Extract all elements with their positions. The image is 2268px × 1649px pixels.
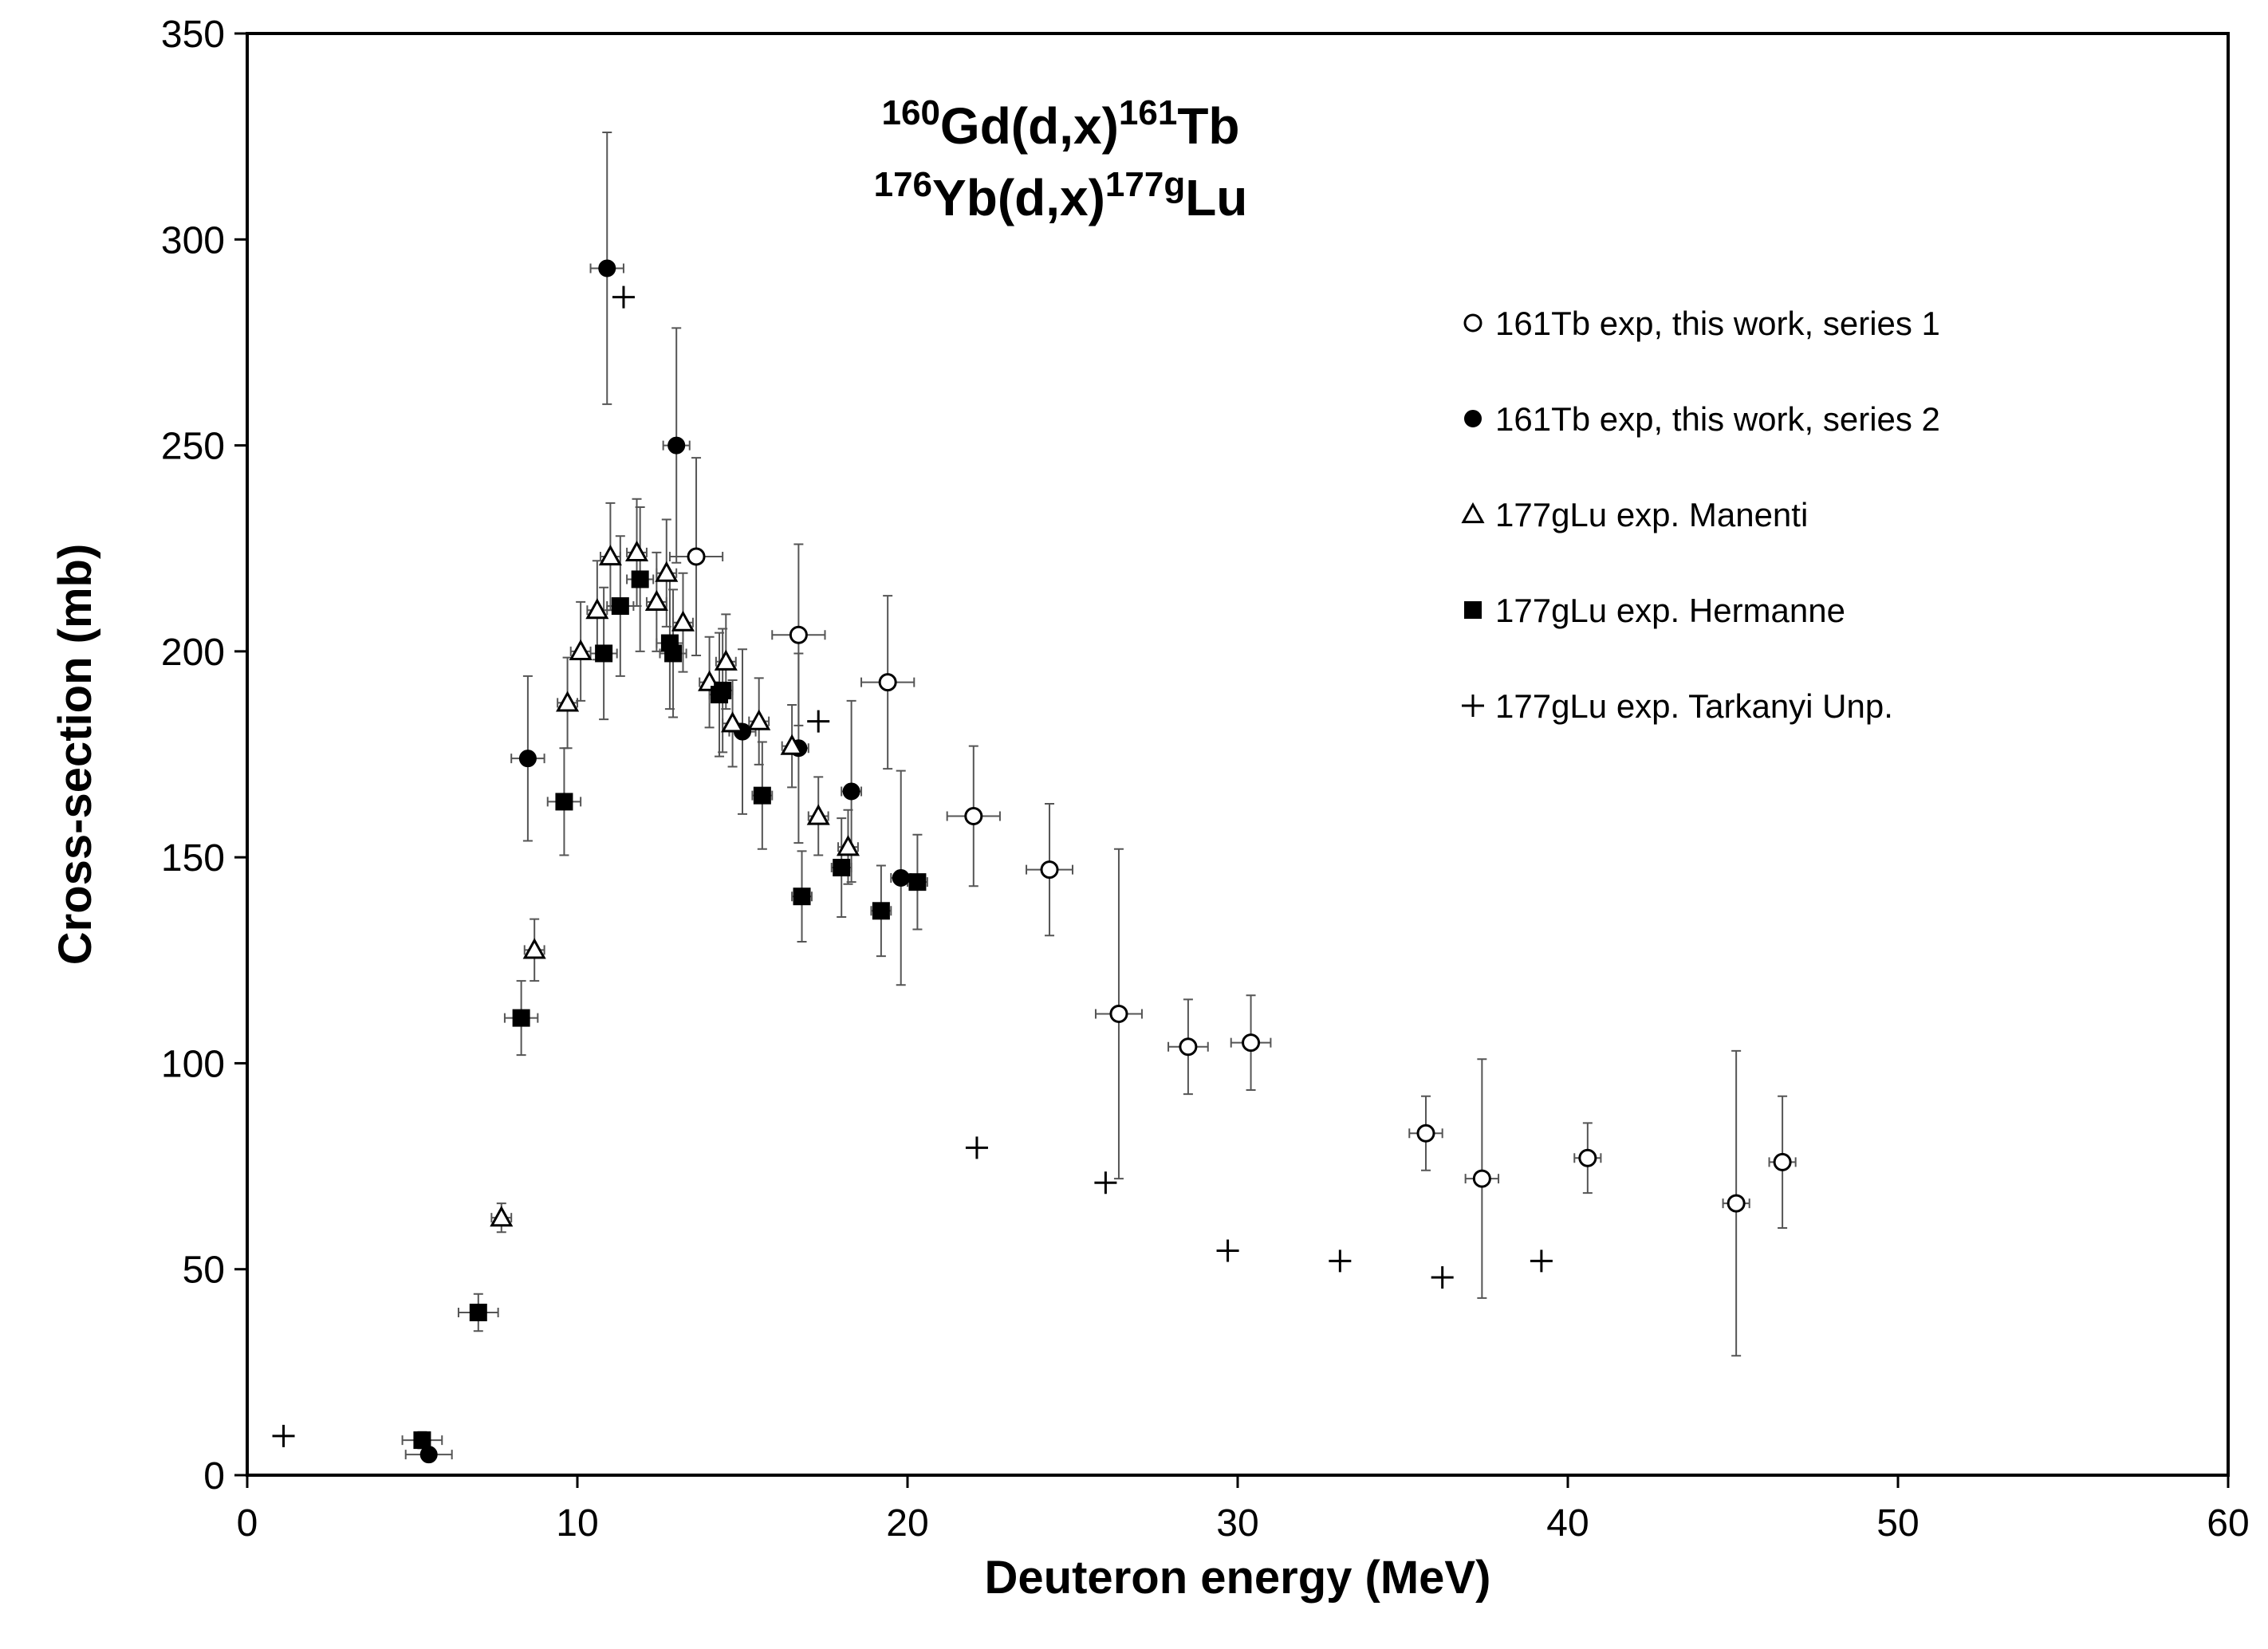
data-point-triangle-open — [644, 589, 668, 611]
data-point-circle-open — [687, 547, 706, 566]
data-point-circle-open — [878, 673, 897, 692]
data-point-circle-open — [1109, 1004, 1128, 1023]
legend-marker-circle-open — [1463, 313, 1482, 333]
data-point-square-filled — [714, 681, 732, 699]
data-point-circle-open — [1416, 1124, 1435, 1143]
data-point-triangle-open — [714, 649, 738, 671]
y-tick-label: 150 — [161, 837, 225, 880]
x-axis-title: Deuteron energy (MeV) — [985, 1552, 1491, 1604]
data-point-circle-open — [964, 806, 983, 825]
data-point-triangle-open — [490, 1206, 514, 1227]
legend-marker-circle-filled — [1464, 410, 1482, 427]
x-tick-label: 30 — [1216, 1502, 1258, 1545]
data-point-square-filled — [793, 887, 811, 906]
data-point-square-filled — [753, 786, 771, 805]
legend-marker-triangle-open — [1461, 502, 1485, 524]
data-point-circle-filled — [842, 782, 860, 801]
data-point-plus — [807, 710, 830, 733]
legend-marker-square-filled — [1464, 601, 1482, 619]
y-tick-label: 200 — [161, 632, 225, 674]
data-point-plus — [1431, 1266, 1454, 1289]
data-point-circle-filled — [598, 259, 616, 277]
legend-marker-plus — [1462, 695, 1484, 717]
x-tick-label: 10 — [556, 1502, 598, 1545]
data-point-triangle-open — [747, 709, 771, 730]
data-point-circle-open — [1578, 1148, 1597, 1167]
y-tick-label: 300 — [161, 219, 225, 262]
legend-label: 177gLu exp. Hermanne — [1495, 592, 1845, 629]
legend-label: 161Tb exp, this work, series 1 — [1495, 305, 1940, 342]
y-tick-label: 50 — [183, 1250, 225, 1292]
data-point-circle-open — [789, 625, 808, 644]
data-markers — [272, 259, 1792, 1464]
data-point-triangle-open — [721, 711, 745, 733]
data-point-plus — [1329, 1250, 1352, 1273]
data-point-square-filled — [595, 644, 613, 663]
data-point-triangle-open — [624, 540, 649, 561]
data-point-square-filled — [512, 1009, 530, 1027]
x-tick-label: 60 — [2207, 1502, 2249, 1545]
data-point-triangle-open — [836, 835, 860, 856]
data-point-triangle-open — [598, 544, 622, 566]
data-point-square-filled — [664, 644, 683, 663]
x-tick-label: 50 — [1876, 1502, 1919, 1545]
data-point-plus — [1216, 1239, 1239, 1262]
data-point-triangle-open — [585, 598, 609, 620]
data-point-square-filled — [413, 1431, 431, 1450]
data-point-circle-open — [1472, 1169, 1491, 1188]
legend: 161Tb exp, this work, series 1 161Tb exp,… — [1461, 305, 1940, 725]
data-point-circle-filled — [892, 868, 910, 887]
data-point-plus — [612, 285, 635, 309]
data-point-triangle-open — [522, 938, 546, 959]
data-point-square-filled — [908, 873, 927, 891]
data-point-circle-filled — [667, 436, 686, 455]
data-point-square-filled — [833, 859, 851, 877]
data-point-circle-open — [1179, 1037, 1198, 1057]
y-tick-label: 350 — [161, 14, 225, 56]
data-point-plus — [965, 1136, 988, 1159]
data-point-square-filled — [469, 1303, 487, 1321]
data-point-circle-open — [1242, 1033, 1261, 1053]
data-point-plus — [1530, 1250, 1553, 1273]
x-tick-label: 20 — [886, 1502, 928, 1545]
chart-title-line: 160Gd(d,x)161Tb — [882, 93, 1240, 155]
chart-title-line: 176Yb(d,x)177gLu — [874, 165, 1248, 226]
legend-label: 161Tb exp, this work, series 2 — [1495, 400, 1940, 438]
axes: 0 10 20 30 40 50 60 0 50 100 150 200 250 300 350 — [161, 14, 2250, 1545]
data-point-triangle-open — [780, 734, 804, 755]
data-point-square-filled — [611, 597, 629, 616]
chart-title: 160Gd(d,x)161Tb 176Yb(d,x)177gLu — [874, 93, 1248, 226]
legend-label: 177gLu exp. Tarkanyi Unp. — [1495, 687, 1893, 725]
data-point-square-filled — [555, 793, 573, 811]
legend-label: 177gLu exp. Manenti — [1495, 496, 1808, 533]
y-axis-title: Cross-section (mb) — [49, 544, 101, 966]
data-point-circle-open — [1727, 1194, 1746, 1213]
data-point-triangle-open — [655, 561, 679, 582]
data-point-circle-filled — [419, 1446, 438, 1464]
y-tick-label: 0 — [203, 1455, 225, 1497]
data-point-square-filled — [872, 902, 890, 920]
data-point-triangle-open — [556, 691, 580, 712]
data-point-plus — [272, 1424, 295, 1447]
data-point-circle-filled — [518, 750, 537, 768]
data-point-circle-open — [1040, 860, 1059, 880]
y-tick-label: 250 — [161, 426, 225, 468]
data-point-triangle-open — [569, 639, 593, 660]
data-point-triangle-open — [671, 610, 695, 632]
data-point-triangle-open — [806, 804, 830, 825]
data-point-circle-open — [1773, 1152, 1792, 1171]
x-tick-label: 40 — [1546, 1502, 1589, 1545]
x-tick-label: 0 — [237, 1502, 258, 1545]
data-point-square-filled — [631, 570, 649, 588]
y-tick-label: 100 — [161, 1043, 225, 1085]
data-point-plus — [1094, 1171, 1117, 1194]
